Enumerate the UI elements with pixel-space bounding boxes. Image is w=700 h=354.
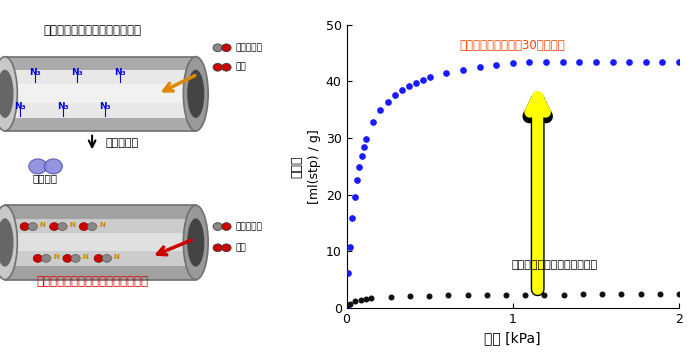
Bar bbox=[5, 57, 196, 70]
Ellipse shape bbox=[222, 244, 231, 252]
Ellipse shape bbox=[71, 255, 80, 262]
Ellipse shape bbox=[79, 223, 88, 230]
Bar bbox=[5, 57, 196, 131]
Text: 一酸化炭素: 一酸化炭素 bbox=[235, 222, 262, 231]
Ellipse shape bbox=[29, 159, 47, 174]
X-axis label: 圧力 [kPa]: 圧力 [kPa] bbox=[484, 331, 541, 346]
Y-axis label: 吸着量
[ml(stp) / g]: 吸着量 [ml(stp) / g] bbox=[290, 129, 321, 204]
Ellipse shape bbox=[213, 244, 223, 252]
Text: 光を当てると吸着されるようになる: 光を当てると吸着されるようになる bbox=[36, 275, 148, 288]
Text: ある温度以下では吸着されない: ある温度以下では吸着されない bbox=[43, 24, 141, 36]
Ellipse shape bbox=[50, 223, 59, 230]
Ellipse shape bbox=[222, 63, 231, 71]
Ellipse shape bbox=[94, 255, 104, 262]
Ellipse shape bbox=[58, 223, 67, 230]
Ellipse shape bbox=[0, 205, 18, 280]
Ellipse shape bbox=[28, 223, 38, 230]
Text: N₃: N₃ bbox=[71, 68, 83, 77]
Ellipse shape bbox=[222, 223, 231, 230]
Ellipse shape bbox=[88, 223, 97, 230]
Ellipse shape bbox=[187, 218, 204, 267]
Ellipse shape bbox=[222, 44, 231, 52]
Bar bbox=[5, 233, 196, 251]
Bar bbox=[5, 118, 196, 131]
Text: N: N bbox=[99, 222, 105, 228]
Ellipse shape bbox=[102, 255, 111, 262]
Text: N₃: N₃ bbox=[114, 68, 126, 77]
Text: N: N bbox=[114, 254, 120, 259]
Bar bbox=[5, 205, 196, 219]
Text: 光照射後は吸着量が30倍も増加: 光照射後は吸着量が30倍も増加 bbox=[460, 39, 566, 52]
Text: N₃: N₃ bbox=[14, 102, 26, 111]
Text: 光照射前は酸素を吸着しない: 光照射前は酸素を吸着しない bbox=[511, 260, 597, 270]
Text: N₃: N₃ bbox=[57, 102, 69, 111]
Ellipse shape bbox=[213, 223, 223, 230]
Ellipse shape bbox=[44, 159, 62, 174]
Text: 酸素: 酸素 bbox=[235, 63, 246, 72]
Ellipse shape bbox=[63, 255, 72, 262]
Ellipse shape bbox=[33, 255, 43, 262]
Ellipse shape bbox=[0, 57, 18, 131]
Text: N: N bbox=[83, 254, 88, 259]
Text: N: N bbox=[69, 222, 76, 228]
Bar bbox=[5, 205, 196, 280]
Ellipse shape bbox=[0, 70, 13, 118]
Text: 紫外光照射: 紫外光照射 bbox=[105, 138, 139, 148]
Bar bbox=[5, 84, 196, 103]
Text: 一酸化炭素: 一酸化炭素 bbox=[235, 43, 262, 52]
Bar bbox=[5, 205, 196, 280]
Ellipse shape bbox=[183, 57, 208, 131]
Text: N₃: N₃ bbox=[29, 68, 41, 77]
Bar bbox=[5, 266, 196, 280]
Ellipse shape bbox=[183, 205, 208, 280]
Ellipse shape bbox=[213, 63, 223, 71]
Text: N₃: N₃ bbox=[99, 102, 111, 111]
Ellipse shape bbox=[41, 255, 50, 262]
Ellipse shape bbox=[0, 218, 13, 267]
Text: N: N bbox=[53, 254, 59, 259]
Ellipse shape bbox=[187, 70, 204, 118]
Text: N: N bbox=[40, 222, 46, 228]
Bar bbox=[5, 57, 196, 131]
Ellipse shape bbox=[213, 44, 223, 52]
Ellipse shape bbox=[20, 223, 29, 230]
Text: 窒素分子: 窒素分子 bbox=[33, 173, 58, 183]
Text: 酸素: 酸素 bbox=[235, 243, 246, 252]
